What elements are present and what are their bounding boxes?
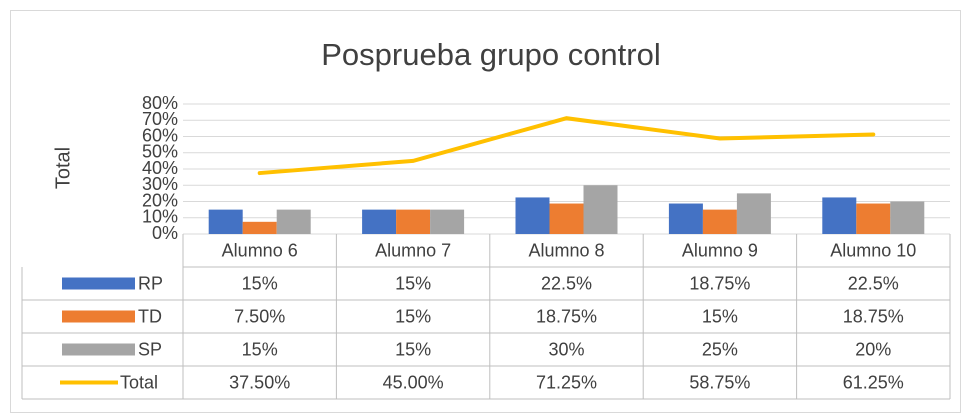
y-tick-label: 10%	[142, 207, 178, 227]
y-tick-label: 40%	[142, 158, 178, 178]
x-tick-label: Alumno 8	[528, 240, 604, 260]
legend-label: TD	[138, 306, 162, 326]
x-tick-label: Alumno 7	[375, 240, 451, 260]
bar	[583, 185, 618, 234]
table-cell: 22.5%	[541, 273, 592, 293]
chart-title: Posprueba grupo control	[321, 37, 661, 72]
x-tick-label: Alumno 6	[222, 240, 298, 260]
legend-label: Total	[120, 372, 158, 392]
line-series	[257, 116, 876, 176]
bar	[276, 209, 311, 234]
legend-key	[62, 310, 135, 323]
y-axis-label: Total	[52, 147, 74, 189]
x-tick-label: Alumno 9	[682, 240, 758, 260]
table-cell: 15%	[702, 306, 738, 326]
bar	[668, 203, 703, 234]
bar	[362, 209, 397, 234]
table-cell: 18.75%	[536, 306, 597, 326]
table-cell: 7.50%	[234, 306, 285, 326]
bar	[890, 201, 925, 234]
bar	[430, 209, 465, 234]
bar	[242, 221, 277, 234]
y-tick-label: 60%	[142, 125, 178, 145]
table-cell: 22.5%	[848, 273, 899, 293]
y-tick-label: 0%	[152, 223, 178, 243]
table-cell: 20%	[855, 339, 891, 359]
y-tick-label: 80%	[142, 93, 178, 113]
table-cell: 18.75%	[689, 273, 750, 293]
legend-label: RP	[138, 273, 163, 293]
table-cell: 45.00%	[383, 372, 444, 392]
bar	[736, 193, 771, 234]
chart-border	[10, 10, 961, 413]
table-cell: 37.50%	[229, 372, 290, 392]
table-cell: 30%	[548, 339, 584, 359]
legend-key	[62, 277, 135, 290]
table-cell: 15%	[395, 273, 431, 293]
y-tick-label: 70%	[142, 109, 178, 129]
bar	[549, 203, 584, 234]
bar	[208, 209, 243, 234]
table-cell: 25%	[702, 339, 738, 359]
table-cell: 15%	[242, 339, 278, 359]
x-tick-label: Alumno 10	[830, 240, 916, 260]
y-tick-label: 30%	[142, 174, 178, 194]
table-cell: 15%	[395, 339, 431, 359]
table-cell: 71.25%	[536, 372, 597, 392]
table-cell: 15%	[242, 273, 278, 293]
bar	[515, 197, 550, 234]
table-cell: 61.25%	[843, 372, 904, 392]
legend-key	[62, 343, 135, 356]
bar	[856, 203, 891, 234]
y-tick-label: 20%	[142, 190, 178, 210]
table-cell: 58.75%	[689, 372, 750, 392]
table-cell: 15%	[395, 306, 431, 326]
y-tick-label: 50%	[142, 142, 178, 162]
bar	[396, 209, 431, 234]
bar	[702, 209, 737, 234]
legend-label: SP	[138, 339, 162, 359]
bar	[822, 197, 857, 234]
table-cell: 18.75%	[843, 306, 904, 326]
